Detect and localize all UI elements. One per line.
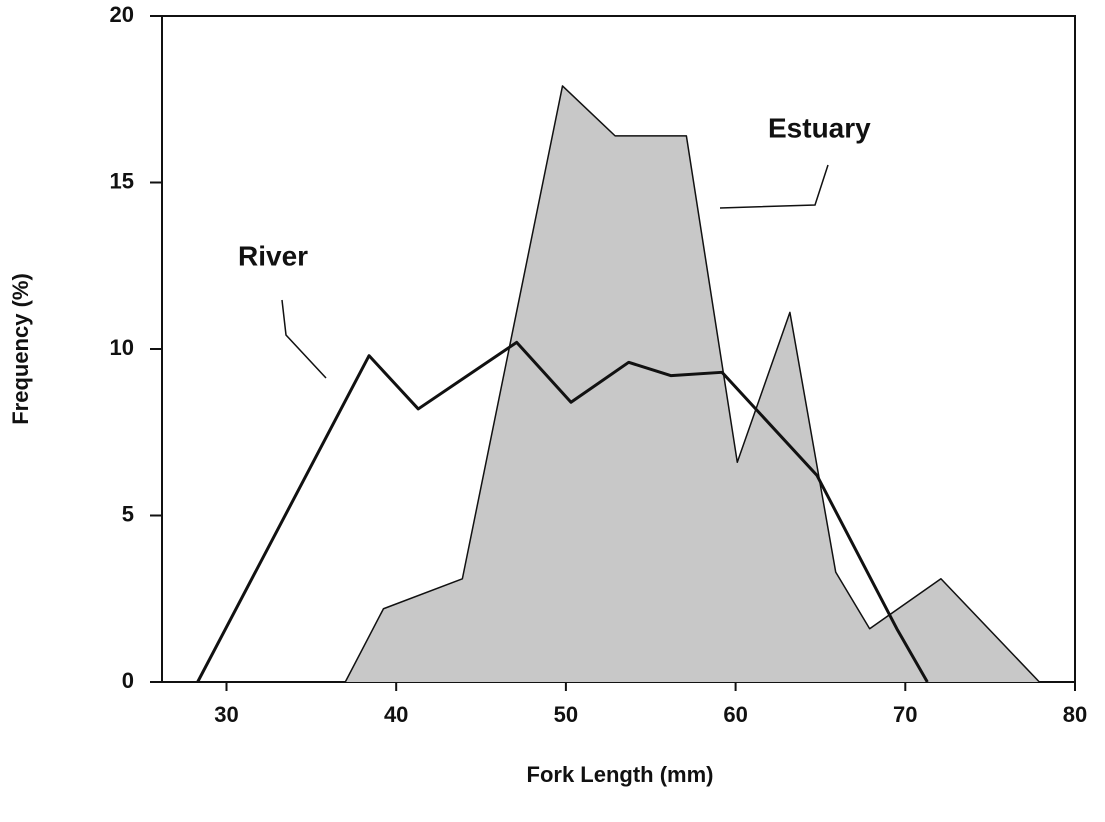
x-tick-label: 60 (723, 702, 747, 727)
estuary-annotation: Estuary (768, 112, 871, 143)
y-tick-label: 0 (122, 668, 134, 693)
x-tick-label: 30 (214, 702, 238, 727)
estuary-leader (719, 164, 829, 209)
series-line (196, 340, 929, 683)
x-tick-label: 70 (893, 702, 917, 727)
y-tick-label: 5 (122, 501, 134, 526)
river-leader (281, 299, 327, 379)
x-tick-label: 50 (554, 702, 578, 727)
y-tick-label: 10 (110, 335, 134, 360)
y-tick-label: 20 (110, 2, 134, 27)
river-annotation: River (238, 240, 308, 271)
x-tick-label: 40 (384, 702, 408, 727)
y-axis-label: Frequency (%) (8, 273, 33, 425)
x-tick-label: 80 (1063, 702, 1087, 727)
series-area (345, 85, 1040, 683)
y-tick-label: 15 (110, 168, 134, 193)
x-axis-label: Fork Length (mm) (527, 762, 714, 787)
series-line (344, 85, 1040, 683)
